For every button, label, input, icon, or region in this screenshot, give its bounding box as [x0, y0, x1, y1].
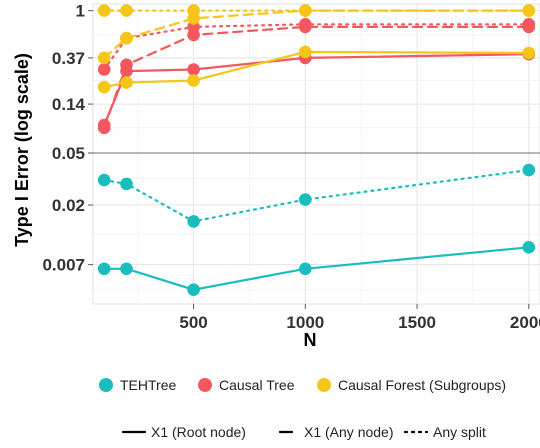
data-point [299, 193, 312, 206]
data-point [299, 18, 312, 31]
data-point [97, 51, 111, 65]
legend: TEHTree Causal Tree Causal Forest (Subgrou… [99, 377, 506, 440]
legend-label: Causal Tree [219, 377, 295, 393]
data-point [120, 58, 133, 72]
data-point [187, 63, 200, 76]
data-point [187, 4, 200, 17]
upper-panel [92, 3, 540, 154]
data-point [120, 177, 133, 191]
data-point [97, 80, 111, 94]
data-point [522, 241, 536, 254]
x-tick-label: 500 [179, 313, 207, 332]
data-point [187, 283, 200, 297]
y-axis-title: Type I Error (log scale) [12, 53, 32, 247]
data-point [97, 121, 111, 135]
data-series [97, 4, 536, 297]
data-point [97, 262, 111, 276]
legend-color-key [99, 378, 113, 392]
x-tick-label: 2000 [510, 313, 540, 332]
legend-label: X1 (Any node) [304, 424, 394, 440]
y-tick-label: 0.14 [52, 95, 86, 114]
data-point [299, 4, 312, 17]
y-tick-label: 0.007 [42, 256, 85, 275]
y-tick-label: 1 [76, 2, 85, 21]
data-point [299, 45, 312, 59]
legend-label: X1 (Root node) [151, 424, 246, 440]
data-point [299, 262, 312, 276]
legend-color-key [317, 378, 331, 392]
x-axis-title: N [304, 330, 317, 350]
y-tick-label: 0.05 [52, 144, 85, 163]
y-tick-label: 0.37 [52, 49, 85, 68]
data-point [522, 18, 536, 31]
legend-color-key [198, 378, 212, 392]
data-point [120, 76, 133, 89]
legend-label: TEHTree [120, 377, 176, 393]
legend-label: Any split [433, 424, 486, 440]
axis-ticks: 1 0.37 0.14 0.05 0.02 0.007 500 1000 1500 2000 [42, 2, 540, 332]
data-point [120, 31, 133, 45]
data-point [97, 63, 111, 76]
data-point [97, 4, 111, 17]
data-point [120, 4, 133, 17]
x-tick-label: 1500 [398, 313, 436, 332]
data-point [522, 163, 536, 177]
data-point [522, 4, 536, 17]
data-point [187, 215, 200, 228]
data-point [120, 262, 133, 276]
data-point [522, 46, 536, 60]
legend-label: Causal Forest (Subgroups) [338, 377, 506, 393]
x-tick-label: 1000 [286, 313, 324, 332]
y-tick-label: 0.02 [52, 196, 85, 215]
data-point [97, 173, 111, 187]
data-point [187, 74, 200, 87]
